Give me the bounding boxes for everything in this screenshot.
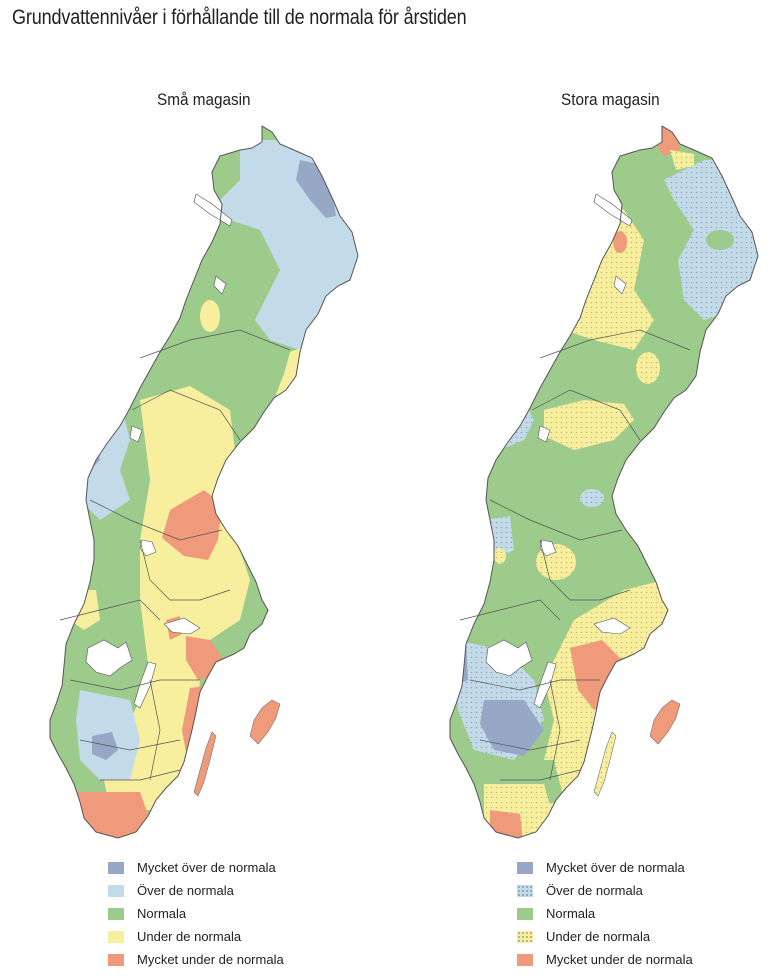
legend-swatch xyxy=(108,930,124,943)
legend-swatch xyxy=(108,884,124,897)
legend-label: Under de normala xyxy=(137,929,242,944)
lake-vattern xyxy=(533,661,557,709)
legend-label: Normala xyxy=(546,906,596,921)
zone-mycket-over-northeast xyxy=(296,160,336,218)
legend-item: Under de normala xyxy=(517,925,693,948)
zone-under-central-blob xyxy=(636,352,660,384)
lake-vanern xyxy=(85,639,133,677)
groundwater-zones-large xyxy=(450,126,758,838)
legend-label: Mycket över de normala xyxy=(137,860,276,875)
oland-island xyxy=(593,731,617,797)
legend-swatch xyxy=(108,907,124,920)
legend-label: Över de normala xyxy=(546,883,643,898)
zone-mycket-under-north-blob xyxy=(613,231,627,253)
lake-north-2 xyxy=(213,275,227,295)
legend-small-reservoirs: Mycket över de normala Över de normala N… xyxy=(108,856,284,971)
legend-item: Normala xyxy=(517,902,693,925)
zone-mycket-under-central xyxy=(162,490,222,560)
map-title-small-reservoirs: Små magasin xyxy=(157,90,251,109)
legend-swatch xyxy=(108,861,124,874)
zone-under-north-tip xyxy=(670,150,694,170)
lake-malaren xyxy=(593,617,631,635)
legend-swatch-dotted xyxy=(517,884,533,897)
legend-label: Över de normala xyxy=(137,883,234,898)
legend-item: Under de normala xyxy=(108,925,284,948)
legend-item: Normala xyxy=(108,902,284,925)
zone-under-central xyxy=(100,386,250,810)
groundwater-zones-small xyxy=(50,126,358,838)
zone-mycket-under-skane xyxy=(60,792,150,838)
legend-swatch xyxy=(517,907,533,920)
zone-under-north-blob xyxy=(200,300,220,332)
zone-under-west-blob xyxy=(494,548,506,564)
gotland-island xyxy=(249,699,281,745)
lake-storsjon xyxy=(537,425,551,443)
county-borders xyxy=(459,329,691,781)
legend-large-reservoirs: Mycket över de normala Över de normala N… xyxy=(517,856,693,971)
page-title: Grundvattennivåer i förhållande till de … xyxy=(12,6,467,29)
zone-under-central xyxy=(544,400,634,450)
legend-item: Mycket under de normala xyxy=(517,948,693,971)
lake-north-2 xyxy=(613,275,627,295)
sweden-outline xyxy=(49,125,359,839)
legend-label: Mycket under de normala xyxy=(546,952,693,967)
zone-normala-pocket-north xyxy=(706,230,734,250)
legend-label: Normala xyxy=(137,906,187,921)
zone-over-central-blob xyxy=(580,489,604,507)
lake-vanern xyxy=(485,639,533,677)
sweden-outline xyxy=(449,125,759,839)
legend-item: Över de normala xyxy=(108,879,284,902)
legend-label: Mycket över de normala xyxy=(546,860,685,875)
map-large-reservoirs[interactable] xyxy=(394,120,784,845)
map-title-large-reservoirs: Stora magasin xyxy=(561,90,660,109)
legend-label: Mycket under de normala xyxy=(137,952,284,967)
legend-item: Över de normala xyxy=(517,879,693,902)
lake-malaren xyxy=(163,617,201,635)
legend-item: Mycket över de normala xyxy=(108,856,284,879)
legend-item: Mycket under de normala xyxy=(108,948,284,971)
oland-island xyxy=(193,731,217,797)
lake-tornetrask xyxy=(593,193,633,227)
legend-swatch xyxy=(517,861,533,874)
legend-swatch xyxy=(517,953,533,966)
gotland-island xyxy=(649,699,681,745)
lake-siljan xyxy=(539,539,557,557)
legend-swatch-dotted xyxy=(517,930,533,943)
lake-storsjon xyxy=(129,425,143,443)
legend-swatch xyxy=(108,953,124,966)
zone-mycket-over-south xyxy=(92,732,118,760)
legend-item: Mycket över de normala xyxy=(517,856,693,879)
zone-over-west-3 xyxy=(554,290,574,310)
lake-tornetrask xyxy=(193,193,233,227)
county-borders xyxy=(59,329,291,781)
zone-over-west xyxy=(60,400,130,520)
map-small-reservoirs[interactable] xyxy=(0,120,390,845)
lake-vattern xyxy=(133,661,157,709)
lake-siljan xyxy=(139,539,157,557)
legend-label: Under de normala xyxy=(546,929,651,944)
zone-mycket-under-skane xyxy=(490,810,524,838)
zone-mycket-over-southwest xyxy=(480,700,544,756)
